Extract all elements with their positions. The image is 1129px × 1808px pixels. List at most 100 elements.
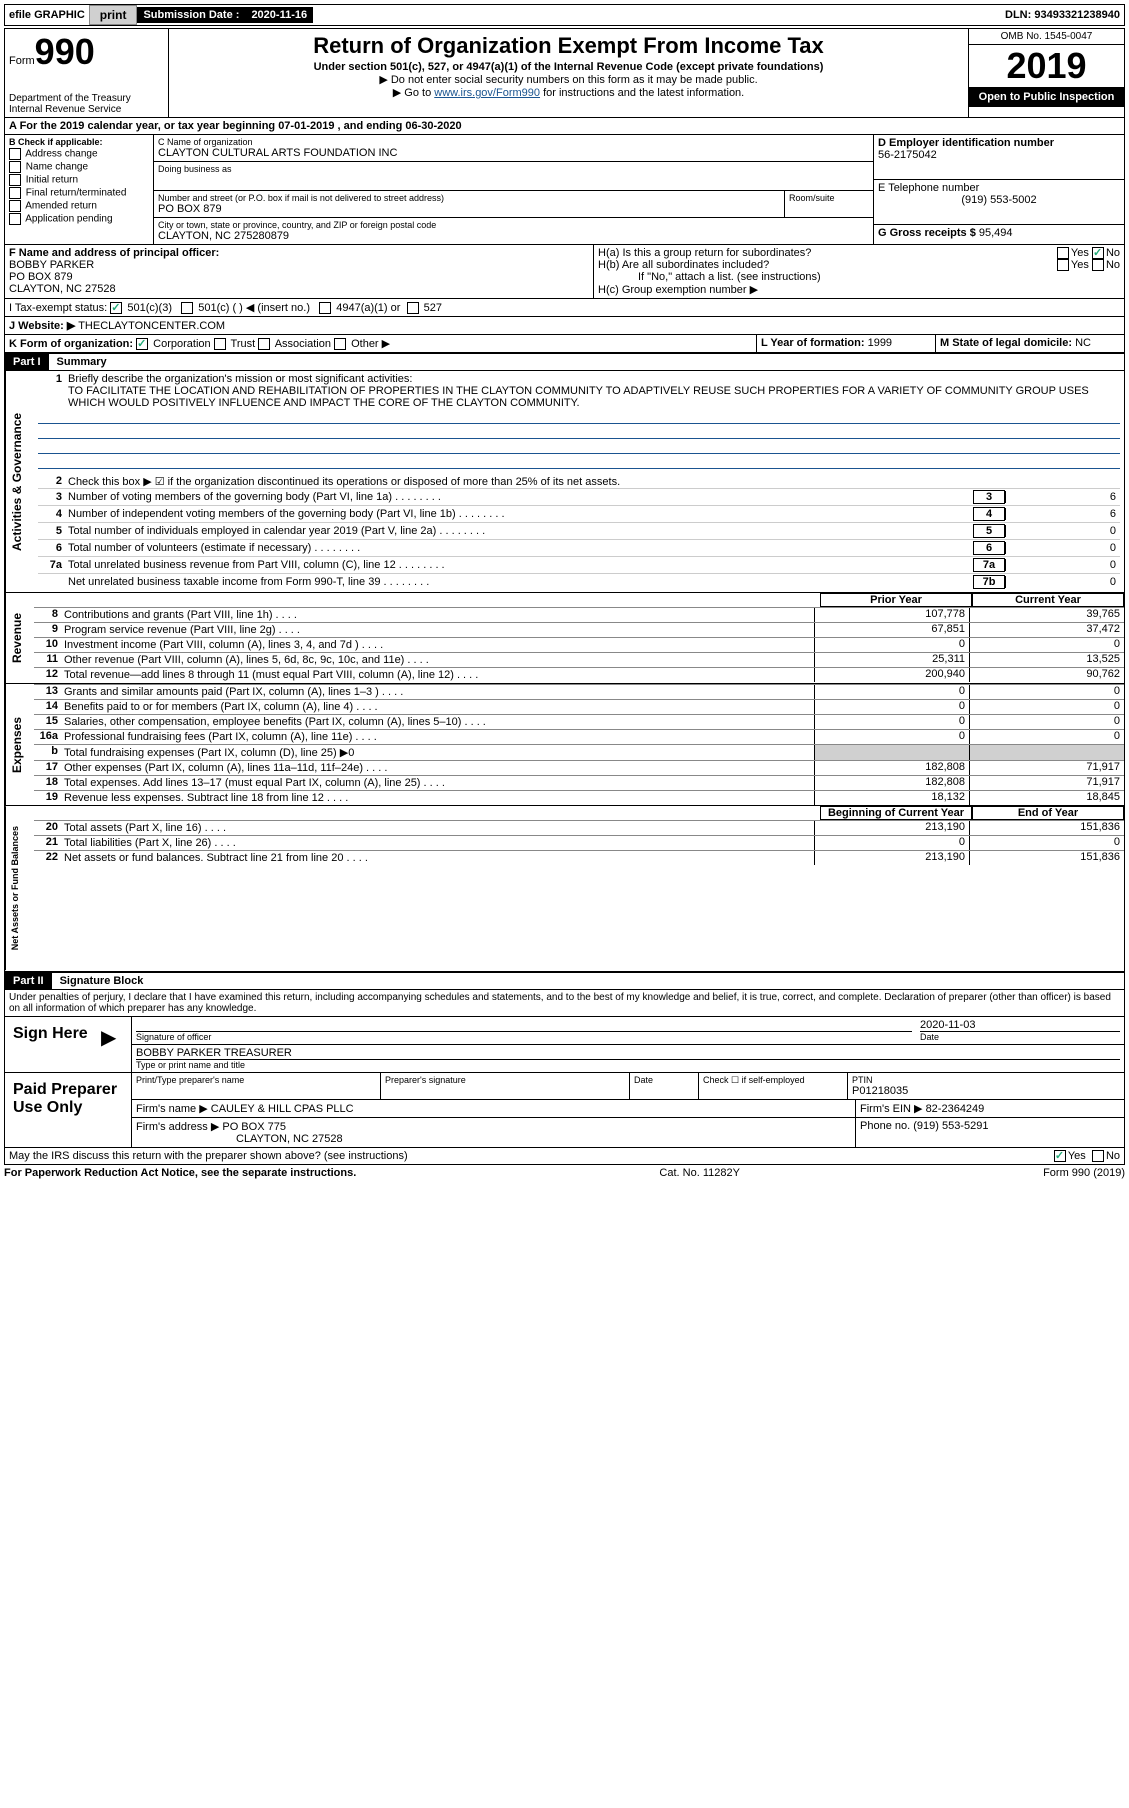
sign-here-label: Sign Here <box>5 1017 101 1072</box>
form-org-label: K Form of organization: <box>9 338 133 350</box>
form-number: 990 <box>35 31 95 72</box>
current-year-value: 0 <box>969 715 1124 729</box>
org-name: CLAYTON CULTURAL ARTS FOUNDATION INC <box>158 147 869 159</box>
line-ref-box: 7a <box>973 558 1005 572</box>
form-subtitle: Under section 501(c), 527, or 4947(a)(1)… <box>173 61 964 73</box>
line-text: Contributions and grants (Part VIII, lin… <box>64 608 814 622</box>
line-value: 6 <box>1005 508 1120 520</box>
phone-label: E Telephone number <box>878 182 1120 194</box>
firm-addr1: PO BOX 775 <box>222 1121 286 1133</box>
omb-number: OMB No. 1545-0047 <box>969 29 1124 45</box>
city-label: City or town, state or province, country… <box>158 220 869 230</box>
ein-value: 56-2175042 <box>878 149 1120 161</box>
ha-yes-checkbox[interactable] <box>1057 247 1069 259</box>
ptin-value: P01218035 <box>852 1085 1120 1097</box>
footer-left: For Paperwork Reduction Act Notice, see … <box>4 1167 356 1179</box>
ptin-label: PTIN <box>852 1075 1120 1085</box>
gross-label: G Gross receipts $ <box>878 227 976 239</box>
501c-checkbox[interactable] <box>181 302 193 314</box>
form-org-checkbox[interactable] <box>136 338 148 350</box>
box-b-item: Amended return <box>25 201 97 212</box>
dept-treasury: Department of the Treasury Internal Reve… <box>9 93 164 115</box>
officer-addr1: PO BOX 879 <box>9 271 589 283</box>
officer-printed-name: BOBBY PARKER TREASURER <box>136 1047 1120 1059</box>
prior-year-value: 67,851 <box>814 623 969 637</box>
prior-year-value: 182,808 <box>814 761 969 775</box>
sig-officer-label: Signature of officer <box>136 1031 912 1042</box>
line-text: Net assets or fund balances. Subtract li… <box>64 851 814 865</box>
firm-ein: 82-2364249 <box>926 1103 985 1115</box>
ha-label: H(a) Is this a group return for subordin… <box>598 247 811 259</box>
box-b-checkbox[interactable] <box>9 200 21 212</box>
jurat-text: Under penalties of perjury, I declare th… <box>4 990 1125 1016</box>
dln-label: DLN: <box>1005 9 1031 21</box>
line-text: Benefits paid to or for members (Part IX… <box>64 700 814 714</box>
topbar: efile GRAPHIC print Submission Date : 20… <box>4 4 1125 26</box>
org-name-label: C Name of organization <box>158 137 869 147</box>
box-b-item: Address change <box>25 149 97 160</box>
line-text: Total liabilities (Part X, line 26) . . … <box>64 836 814 850</box>
box-b-checkbox[interactable] <box>9 161 21 173</box>
line-value: 0 <box>1005 576 1120 588</box>
prep-date-label: Date <box>630 1073 699 1099</box>
print-button[interactable]: print <box>89 5 138 25</box>
submission-date: 2020-11-16 <box>245 7 313 23</box>
box-b-checkbox[interactable] <box>9 174 21 186</box>
prior-year-value: 0 <box>814 638 969 652</box>
ein-label: D Employer identification number <box>878 137 1120 149</box>
firm-addr-label: Firm's address ▶ <box>136 1121 219 1133</box>
irs-link[interactable]: www.irs.gov/Form990 <box>434 87 540 99</box>
hb-no-checkbox[interactable] <box>1092 259 1104 271</box>
527-checkbox[interactable] <box>407 302 419 314</box>
website-url: THECLAYTONCENTER.COM <box>78 320 225 332</box>
line-value: 0 <box>1005 542 1120 554</box>
prior-year-value: 0 <box>814 685 969 699</box>
hb-yes-checkbox[interactable] <box>1057 259 1069 271</box>
part2-title: Signature Block <box>52 975 144 987</box>
prior-year-value: 0 <box>814 836 969 850</box>
current-year-value: 39,765 <box>969 608 1124 622</box>
line-text: Investment income (Part VIII, column (A)… <box>64 638 814 652</box>
end-year-header: End of Year <box>972 806 1124 820</box>
firm-ein-label: Firm's EIN ▶ <box>860 1103 923 1115</box>
line-value: 0 <box>1005 559 1120 571</box>
4947-checkbox[interactable] <box>319 302 331 314</box>
netassets-section-label: Net Assets or Fund Balances <box>5 806 34 970</box>
state-domicile: NC <box>1075 337 1091 349</box>
current-year-value: 71,917 <box>969 776 1124 790</box>
501c3-checkbox[interactable] <box>110 302 122 314</box>
year-formation: 1999 <box>868 337 892 349</box>
form-org-checkbox[interactable] <box>258 338 270 350</box>
form-org-checkbox[interactable] <box>334 338 346 350</box>
current-year-value: 13,525 <box>969 653 1124 667</box>
form-title: Return of Organization Exempt From Incom… <box>173 33 964 59</box>
line-text: Professional fundraising fees (Part IX, … <box>64 730 814 744</box>
prior-year-value: 18,132 <box>814 791 969 805</box>
form-org-checkbox[interactable] <box>214 338 226 350</box>
prior-year-value: 182,808 <box>814 776 969 790</box>
box-b-checkbox[interactable] <box>9 148 21 160</box>
addr-label: Number and street (or P.O. box if mail i… <box>158 193 780 203</box>
line-ref-box: 6 <box>973 541 1005 555</box>
tax-year: 2019 <box>969 45 1124 87</box>
form-word: Form <box>9 55 35 67</box>
current-year-value <box>969 745 1124 760</box>
prep-sig-label: Preparer's signature <box>381 1073 630 1099</box>
box-b-item: Final return/terminated <box>26 188 127 199</box>
ha-no-checkbox[interactable] <box>1092 247 1104 259</box>
firm-phone: (919) 553-5291 <box>913 1120 988 1132</box>
line-text: Total revenue—add lines 8 through 11 (mu… <box>64 668 814 682</box>
box-b-checkbox[interactable] <box>9 187 21 199</box>
prior-year-value <box>814 745 969 760</box>
current-year-value: 71,917 <box>969 761 1124 775</box>
prior-year-value: 213,190 <box>814 821 969 835</box>
state-domicile-label: M State of legal domicile: <box>940 337 1072 349</box>
governance-section-label: Activities & Governance <box>5 371 34 592</box>
box-b-checkbox[interactable] <box>9 213 21 225</box>
discuss-no-checkbox[interactable] <box>1092 1150 1104 1162</box>
line-text: Total unrelated business revenue from Pa… <box>68 559 973 571</box>
officer-label: F Name and address of principal officer: <box>9 247 589 259</box>
line-text: Other expenses (Part IX, column (A), lin… <box>64 761 814 775</box>
discuss-yes-checkbox[interactable] <box>1054 1150 1066 1162</box>
current-year-value: 0 <box>969 685 1124 699</box>
